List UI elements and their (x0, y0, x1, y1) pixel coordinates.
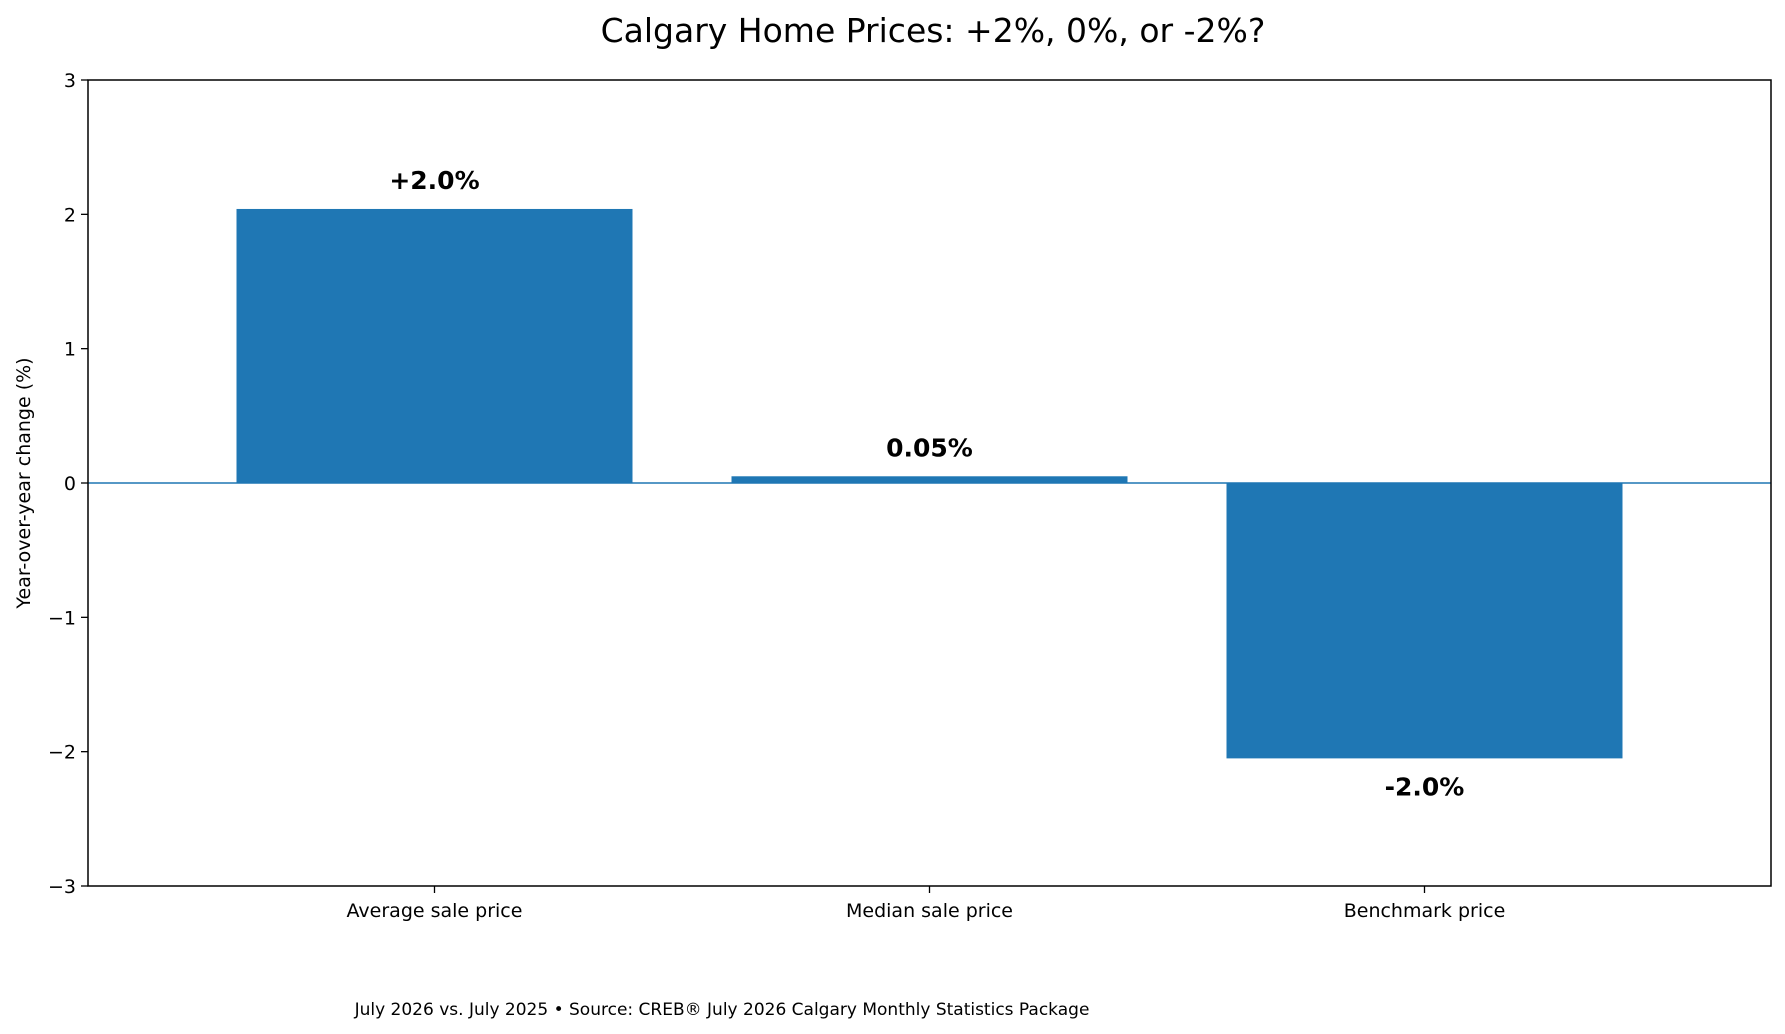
y-tick-label: 2 (64, 204, 76, 226)
y-tick-label: 0 (64, 473, 76, 495)
bar (1226, 483, 1623, 759)
x-tick-label: Median sale price (846, 900, 1013, 922)
y-axis-label: Year-over-year change (%) (13, 357, 35, 609)
data-labels: +2.0% 0.05% -2.0% (389, 166, 1464, 801)
y-tick-label: −3 (48, 876, 76, 898)
source-caption: July 2026 vs. July 2025 • Source: CREB® … (354, 1000, 1090, 1020)
bars (236, 208, 1623, 759)
chart-title: Calgary Home Prices: +2%, 0%, or -2%? (601, 11, 1266, 50)
x-axis-ticks: Average sale price Median sale price Bench… (347, 886, 1506, 922)
plot-frame (87, 79, 1772, 887)
bar (236, 208, 633, 483)
y-tick-label: 1 (64, 339, 76, 361)
data-label: 0.05% (886, 433, 973, 462)
bar (731, 476, 1128, 483)
y-tick-label: −2 (48, 742, 76, 764)
x-tick-label: Benchmark price (1344, 900, 1506, 922)
y-axis-ticks: 3 2 1 0 −1 −2 −3 (48, 70, 88, 898)
x-tick-label: Average sale price (347, 900, 523, 922)
y-tick-label: 3 (64, 70, 76, 92)
y-tick-label: −1 (48, 607, 76, 629)
data-label: +2.0% (389, 166, 479, 195)
data-label: -2.0% (1385, 772, 1465, 801)
